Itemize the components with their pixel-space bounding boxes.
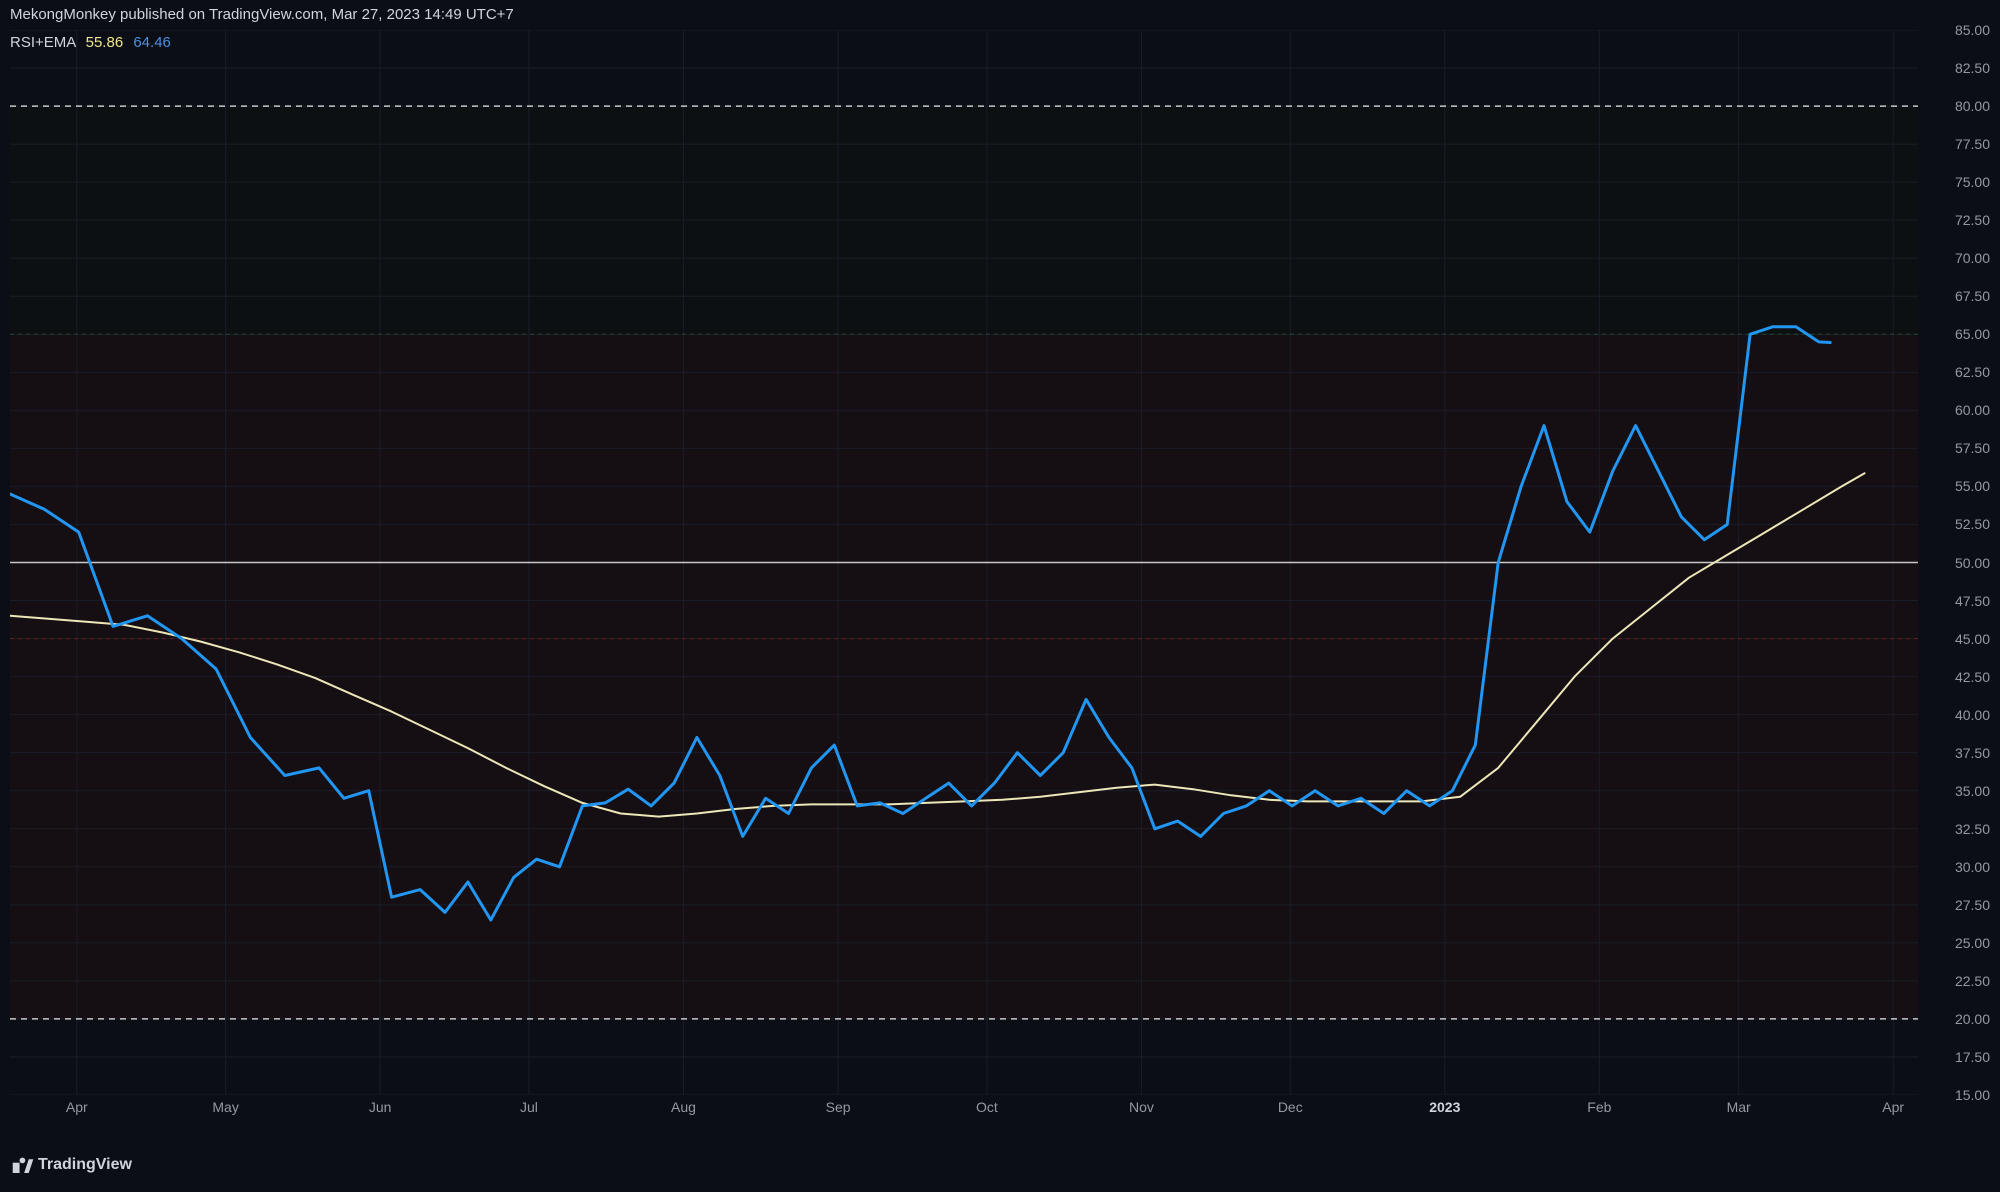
y-tick-label: 85.00 xyxy=(1955,22,1990,38)
y-tick-label: 82.50 xyxy=(1955,60,1990,76)
y-tick-label: 52.50 xyxy=(1955,516,1990,532)
y-tick-label: 45.00 xyxy=(1955,631,1990,647)
y-tick-label: 15.00 xyxy=(1955,1087,1990,1103)
x-tick-label: May xyxy=(212,1099,238,1115)
x-tick-label: Jul xyxy=(520,1099,538,1115)
y-tick-label: 80.00 xyxy=(1955,98,1990,114)
x-tick-label: Sep xyxy=(826,1099,851,1115)
y-tick-label: 25.00 xyxy=(1955,935,1990,951)
footer-bar: TradingView xyxy=(0,1142,2000,1192)
y-tick-label: 62.50 xyxy=(1955,364,1990,380)
x-tick-label: Aug xyxy=(671,1099,696,1115)
y-tick-label: 22.50 xyxy=(1955,973,1990,989)
y-tick-label: 75.00 xyxy=(1955,174,1990,190)
y-tick-label: 47.50 xyxy=(1955,593,1990,609)
y-axis[interactable]: 85.0082.5080.0077.5075.0072.5070.0067.50… xyxy=(1918,30,2000,1095)
y-tick-label: 40.00 xyxy=(1955,707,1990,723)
y-tick-label: 65.00 xyxy=(1955,326,1990,342)
y-tick-label: 50.00 xyxy=(1955,555,1990,571)
tradingview-icon xyxy=(12,1157,34,1173)
y-tick-label: 35.00 xyxy=(1955,783,1990,799)
y-tick-label: 37.50 xyxy=(1955,745,1990,761)
y-tick-label: 17.50 xyxy=(1955,1049,1990,1065)
y-tick-label: 32.50 xyxy=(1955,821,1990,837)
x-axis[interactable]: Apr May Jun Jul Aug Sep Oct Nov Dec 2023 Feb Mar Apr xyxy=(10,1095,1918,1120)
y-tick-label: 42.50 xyxy=(1955,669,1990,685)
x-tick-label: Apr xyxy=(1882,1099,1904,1115)
x-tick-label: Nov xyxy=(1129,1099,1154,1115)
publish-header: MekongMonkey published on TradingView.co… xyxy=(0,0,2000,30)
x-tick-label: Jun xyxy=(369,1099,392,1115)
y-tick-label: 77.50 xyxy=(1955,136,1990,152)
y-tick-label: 57.50 xyxy=(1955,440,1990,456)
tradingview-logo[interactable]: TradingView xyxy=(12,1156,132,1174)
y-tick-label: 70.00 xyxy=(1955,250,1990,266)
y-tick-label: 60.00 xyxy=(1955,402,1990,418)
brand-text: TradingView xyxy=(38,1156,132,1174)
x-tick-label: Dec xyxy=(1278,1099,1303,1115)
y-tick-label: 20.00 xyxy=(1955,1011,1990,1027)
x-tick-label: Apr xyxy=(66,1099,88,1115)
y-tick-label: 67.50 xyxy=(1955,288,1990,304)
x-tick-label: Mar xyxy=(1727,1099,1751,1115)
y-tick-label: 72.50 xyxy=(1955,212,1990,228)
x-tick-label: Feb xyxy=(1587,1099,1611,1115)
chart-container: MekongMonkey published on TradingView.co… xyxy=(0,0,2000,1192)
y-tick-label: 30.00 xyxy=(1955,859,1990,875)
chart-plot-area[interactable] xyxy=(10,30,1918,1095)
publish-text: MekongMonkey published on TradingView.co… xyxy=(10,6,514,23)
chart-svg xyxy=(10,30,1918,1095)
x-tick-label: 2023 xyxy=(1429,1099,1460,1115)
x-tick-label: Oct xyxy=(976,1099,998,1115)
y-tick-label: 27.50 xyxy=(1955,897,1990,913)
y-tick-label: 55.00 xyxy=(1955,478,1990,494)
